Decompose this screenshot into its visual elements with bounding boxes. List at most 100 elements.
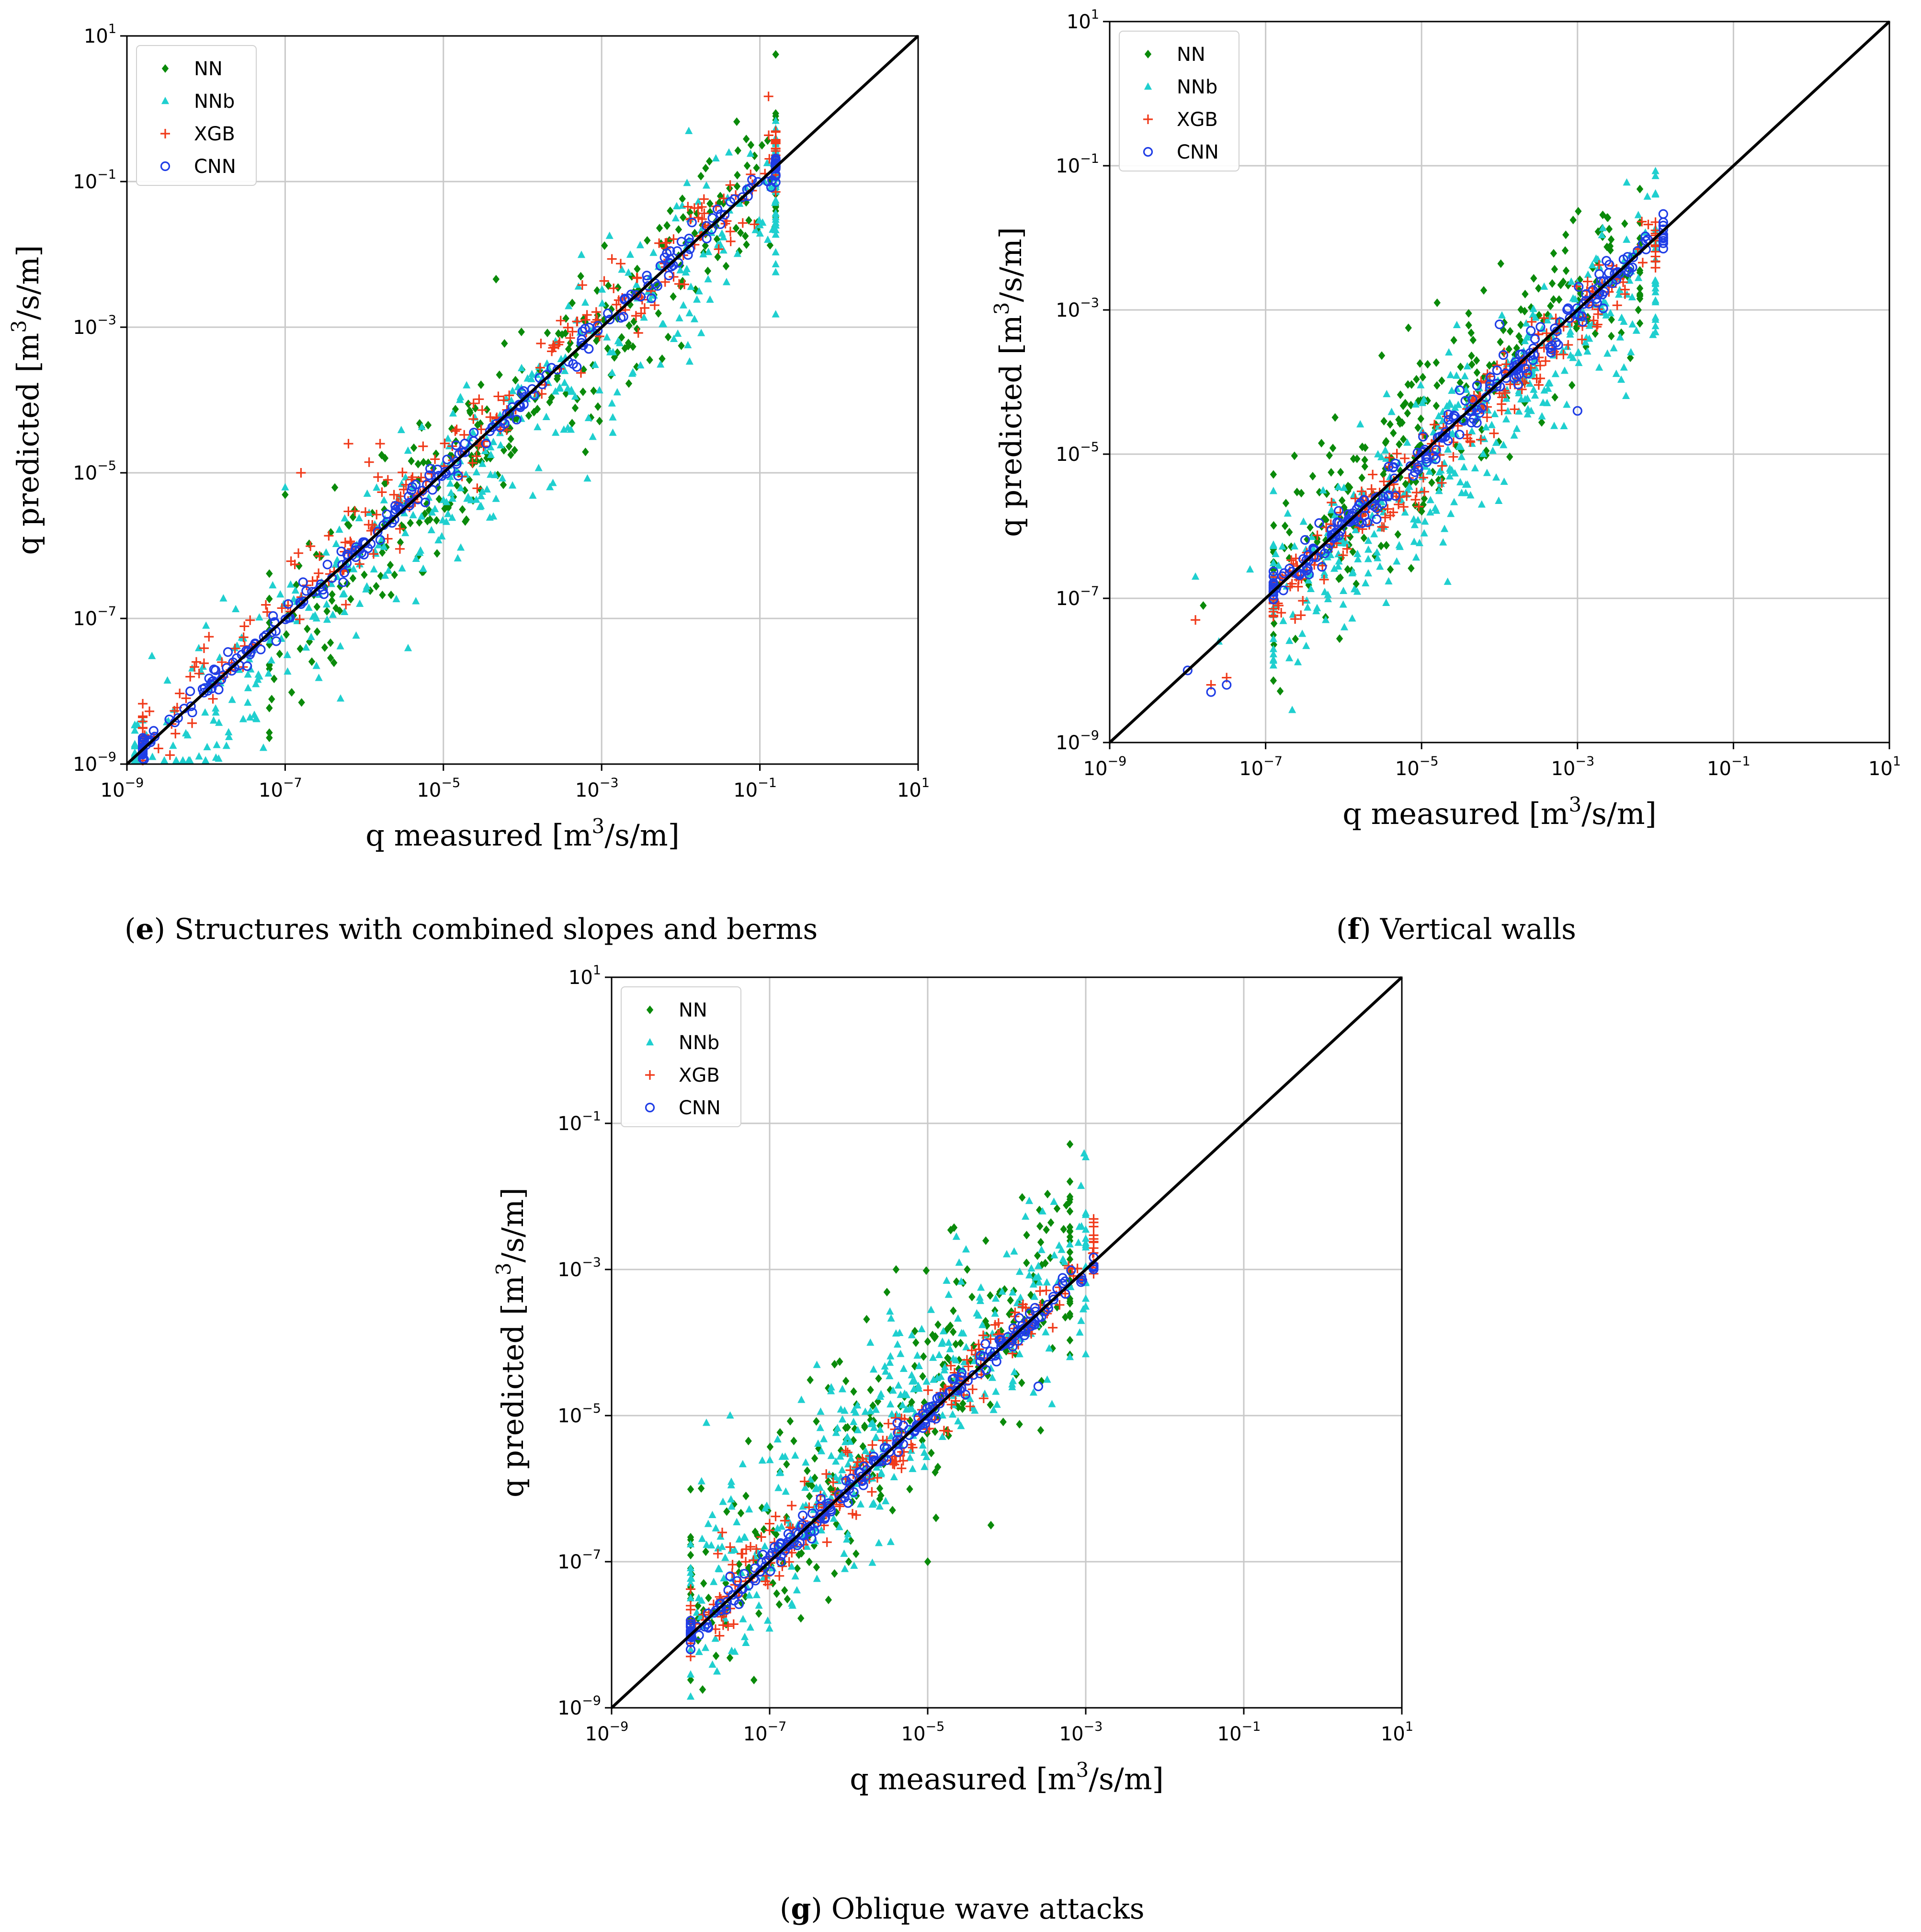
data-point (381, 571, 389, 579)
data-point (667, 206, 674, 216)
data-point (223, 647, 233, 657)
data-point (443, 498, 451, 505)
data-point (663, 221, 671, 230)
data-point (1320, 571, 1329, 579)
data-point (466, 406, 473, 415)
data-point (344, 520, 352, 529)
data-point (472, 404, 479, 413)
data-point (643, 281, 653, 291)
data-point (1457, 446, 1465, 455)
data-point (548, 340, 558, 350)
data-point (750, 219, 760, 229)
data-point (463, 494, 471, 502)
data-point (398, 564, 406, 572)
data-point (535, 363, 545, 373)
data-point (629, 368, 637, 376)
data-point (338, 577, 348, 587)
data-point (1608, 315, 1615, 324)
data-point (758, 141, 766, 150)
data-point (446, 479, 455, 487)
data-point (1393, 557, 1401, 565)
data-point (1616, 333, 1624, 341)
data-point (298, 577, 308, 587)
data-point (362, 585, 370, 593)
data-point (743, 161, 751, 170)
data-point (702, 241, 709, 250)
data-point (337, 566, 347, 576)
data-point (1492, 438, 1500, 446)
data-point (568, 359, 578, 369)
data-point (1431, 503, 1439, 512)
data-point (568, 298, 576, 308)
data-point (1560, 422, 1568, 429)
data-point (228, 696, 236, 703)
data-point (306, 541, 316, 551)
data-point (1547, 301, 1554, 310)
data-point (633, 328, 643, 338)
data-point (1457, 362, 1464, 371)
data-point (1447, 509, 1455, 517)
data-point (222, 742, 230, 749)
data-point (512, 414, 522, 425)
data-point (1385, 577, 1393, 584)
data-point (456, 395, 464, 403)
data-point (1445, 472, 1454, 480)
data-point (589, 433, 597, 440)
data-point (632, 273, 642, 283)
data-point (1378, 351, 1386, 360)
data-point (427, 526, 435, 534)
data-point (593, 286, 601, 295)
data-point (767, 175, 777, 185)
data-point (1376, 562, 1384, 570)
data-point (584, 322, 594, 333)
data-point (454, 554, 462, 561)
data-point (626, 300, 634, 309)
data-point (1456, 378, 1464, 387)
data-point (753, 177, 763, 187)
data-point (771, 126, 781, 136)
data-point (341, 600, 351, 610)
data-point (282, 490, 289, 499)
data-point (409, 511, 417, 518)
data-point (1482, 402, 1492, 412)
data-point (283, 599, 293, 609)
data-point (507, 434, 514, 444)
data-point (1581, 338, 1590, 346)
data-point (1412, 477, 1420, 486)
data-point (1432, 358, 1440, 367)
data-point (704, 275, 712, 283)
data-point (1403, 485, 1412, 493)
data-point (212, 708, 220, 716)
data-point (1651, 276, 1659, 284)
data-point (373, 582, 380, 591)
data-point (1272, 549, 1280, 558)
data-point (689, 203, 699, 213)
data-point (1450, 498, 1458, 505)
data-point (244, 670, 252, 678)
data-point (1387, 420, 1394, 429)
data-point (1628, 320, 1637, 328)
data-point (1522, 289, 1529, 298)
data-point (261, 600, 271, 610)
data-point (1630, 251, 1637, 260)
data-point (486, 513, 494, 521)
data-point (577, 251, 586, 258)
data-point (1307, 584, 1315, 592)
data-point (1398, 502, 1409, 512)
data-point (321, 643, 329, 652)
data-point (381, 505, 388, 514)
data-point (395, 544, 405, 554)
data-point (463, 381, 471, 389)
data-point (567, 425, 575, 433)
data-point (612, 299, 622, 309)
data-point (507, 450, 514, 459)
data-point (1551, 264, 1558, 274)
data-point (1478, 425, 1486, 434)
data-point (674, 329, 682, 337)
data-point (452, 405, 459, 414)
data-point (370, 565, 378, 573)
data-point (219, 594, 227, 602)
data-point (1360, 534, 1368, 543)
data-point (605, 314, 615, 325)
data-point (675, 314, 683, 321)
